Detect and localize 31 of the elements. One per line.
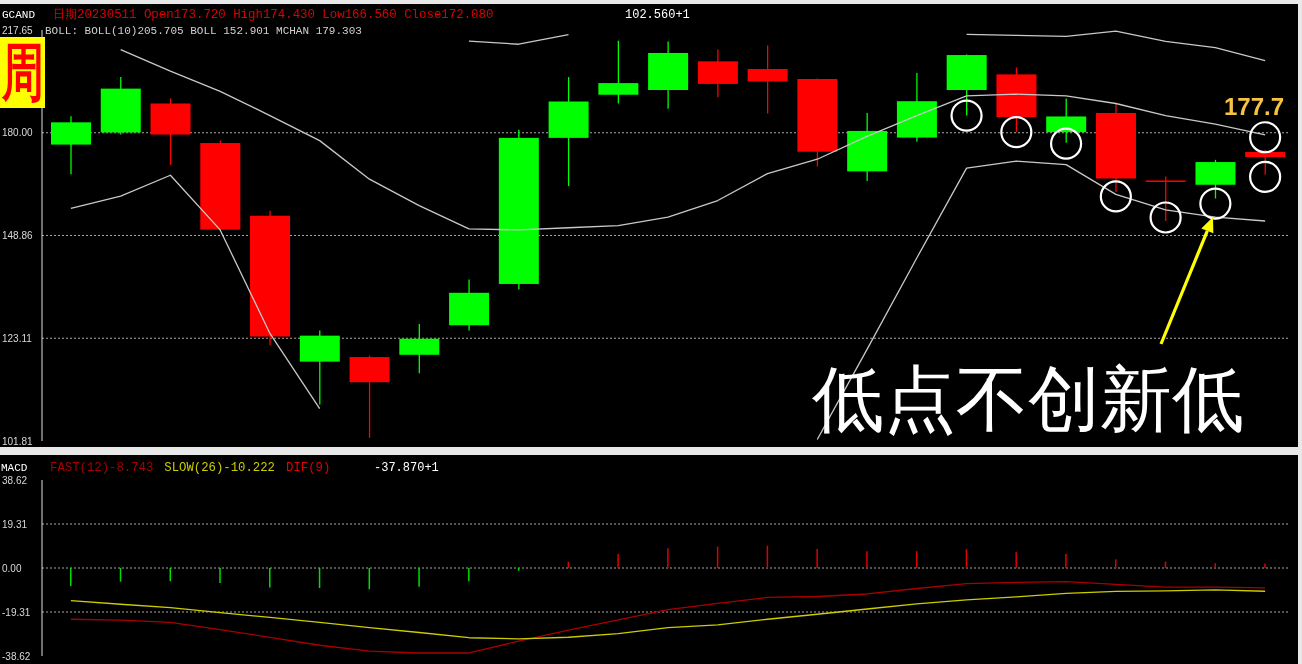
chart-title: MACD xyxy=(1,461,28,475)
chart-title: GCAND xyxy=(2,8,36,22)
y-tick-label: 19.31 xyxy=(2,518,28,530)
text: 102.560+1 xyxy=(625,8,690,22)
y-tick-label: -19.31 xyxy=(2,606,31,618)
y-tick-label: 123.11 xyxy=(2,332,33,344)
text: -37.870+1 xyxy=(374,461,439,475)
point xyxy=(1099,180,1132,213)
text: DIF(9) xyxy=(286,460,331,476)
point xyxy=(1049,127,1083,160)
point xyxy=(950,99,983,132)
point xyxy=(1199,187,1232,220)
point xyxy=(1000,116,1033,149)
badge: 周 xyxy=(0,37,45,108)
point xyxy=(1149,201,1182,234)
y-tick-label: 180.00 xyxy=(2,127,34,139)
y-tick-label: 101.81 xyxy=(2,435,34,447)
point xyxy=(1249,121,1282,154)
y-tick-label: 38.62 xyxy=(2,474,28,486)
annotation: 177.7 xyxy=(1224,93,1285,120)
y-tick-label: 148.86 xyxy=(2,230,34,241)
y-tick-label: 0.00 xyxy=(2,562,22,574)
annotation: BOLL: BOLL(10)205.705 BOLL 152.901 MCHAN 179.303 xyxy=(45,24,362,38)
line-series xyxy=(70,589,1266,640)
line-series xyxy=(70,581,1266,654)
chart-subtitle: 日期20230511 Open173.720 High174.430 Low166.560 Close172.080 xyxy=(53,8,494,22)
y-tick-label: -38.62 xyxy=(2,650,31,662)
text: SLOW(26)-10.222 xyxy=(164,460,276,476)
text: FAST(12)-8.743 xyxy=(50,460,154,476)
point xyxy=(1249,160,1282,193)
y-tick-label: 217.65 xyxy=(2,24,34,36)
